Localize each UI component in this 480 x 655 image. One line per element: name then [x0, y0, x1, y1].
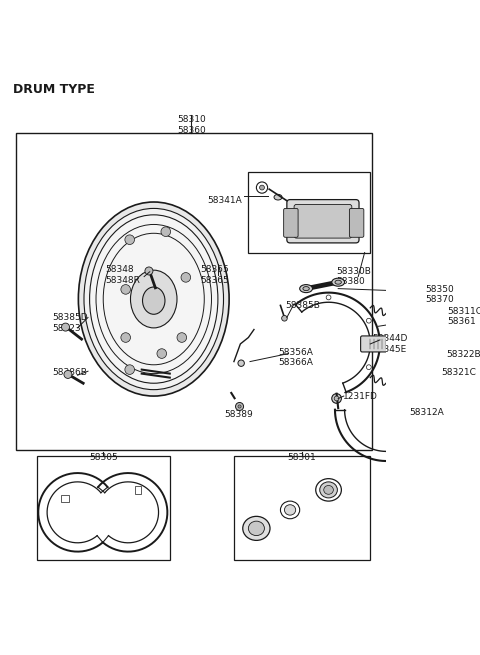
Text: 58389: 58389 [224, 409, 253, 419]
FancyBboxPatch shape [360, 336, 412, 352]
Text: 58311C
58361: 58311C 58361 [447, 307, 480, 326]
Circle shape [366, 365, 371, 369]
Text: DRUM TYPE: DRUM TYPE [12, 83, 95, 96]
Ellipse shape [324, 485, 334, 495]
Circle shape [177, 333, 187, 343]
Ellipse shape [285, 505, 296, 515]
Bar [36, 456, 170, 561]
Text: 58344D
58345E: 58344D 58345E [372, 334, 407, 354]
Text: 58386B: 58386B [53, 368, 87, 377]
Text: 1231FD: 1231FD [343, 392, 378, 401]
Ellipse shape [335, 280, 341, 284]
Circle shape [437, 343, 440, 346]
Circle shape [181, 272, 191, 282]
Text: 58330B
58380: 58330B 58380 [336, 267, 372, 286]
Circle shape [434, 340, 443, 348]
Circle shape [326, 295, 331, 300]
Ellipse shape [320, 482, 337, 498]
Circle shape [125, 235, 134, 244]
Text: 58355
58365: 58355 58365 [200, 265, 229, 285]
Text: 58341A: 58341A [207, 196, 242, 204]
Text: 58125F: 58125F [304, 195, 338, 204]
Ellipse shape [300, 285, 312, 293]
Circle shape [236, 402, 243, 411]
Circle shape [238, 360, 244, 366]
Text: 58305: 58305 [89, 453, 118, 462]
Circle shape [121, 333, 131, 343]
Circle shape [288, 200, 295, 207]
Ellipse shape [131, 270, 177, 328]
Text: 58172B: 58172B [304, 183, 339, 193]
Bar [248, 172, 370, 253]
Text: 58350
58370: 58350 58370 [425, 285, 454, 304]
Ellipse shape [332, 278, 345, 286]
Circle shape [332, 394, 341, 403]
Circle shape [260, 185, 264, 190]
Circle shape [145, 267, 153, 275]
Text: 58301: 58301 [288, 453, 316, 462]
Ellipse shape [90, 215, 218, 383]
Circle shape [61, 323, 70, 331]
Circle shape [121, 285, 131, 294]
Circle shape [64, 370, 72, 379]
Text: 58310
58360: 58310 58360 [177, 115, 206, 135]
Bar [134, 486, 141, 494]
FancyBboxPatch shape [294, 204, 352, 238]
Text: 58356A
58366A: 58356A 58366A [278, 348, 313, 367]
Ellipse shape [248, 521, 264, 536]
Text: 58385D
58323: 58385D 58323 [53, 314, 88, 333]
Ellipse shape [270, 189, 295, 202]
FancyBboxPatch shape [284, 208, 298, 237]
Ellipse shape [143, 287, 165, 314]
Text: 58321C: 58321C [441, 368, 476, 377]
Ellipse shape [303, 287, 309, 291]
Ellipse shape [243, 516, 270, 540]
Bar [16, 133, 372, 450]
FancyBboxPatch shape [349, 208, 364, 237]
Circle shape [334, 396, 339, 401]
Text: 58385B: 58385B [285, 301, 320, 310]
Ellipse shape [78, 202, 229, 396]
Circle shape [282, 316, 287, 321]
Circle shape [366, 318, 371, 323]
Circle shape [161, 227, 170, 236]
Text: 58348
58348R: 58348 58348R [106, 265, 141, 285]
Circle shape [125, 365, 134, 375]
Circle shape [238, 405, 241, 408]
FancyBboxPatch shape [287, 200, 359, 243]
Bar [234, 456, 370, 561]
Ellipse shape [274, 195, 282, 200]
Ellipse shape [84, 208, 224, 390]
Text: 58322B: 58322B [446, 350, 480, 358]
Bar [61, 495, 69, 502]
Text: 58312A: 58312A [409, 408, 444, 417]
Circle shape [157, 348, 167, 358]
